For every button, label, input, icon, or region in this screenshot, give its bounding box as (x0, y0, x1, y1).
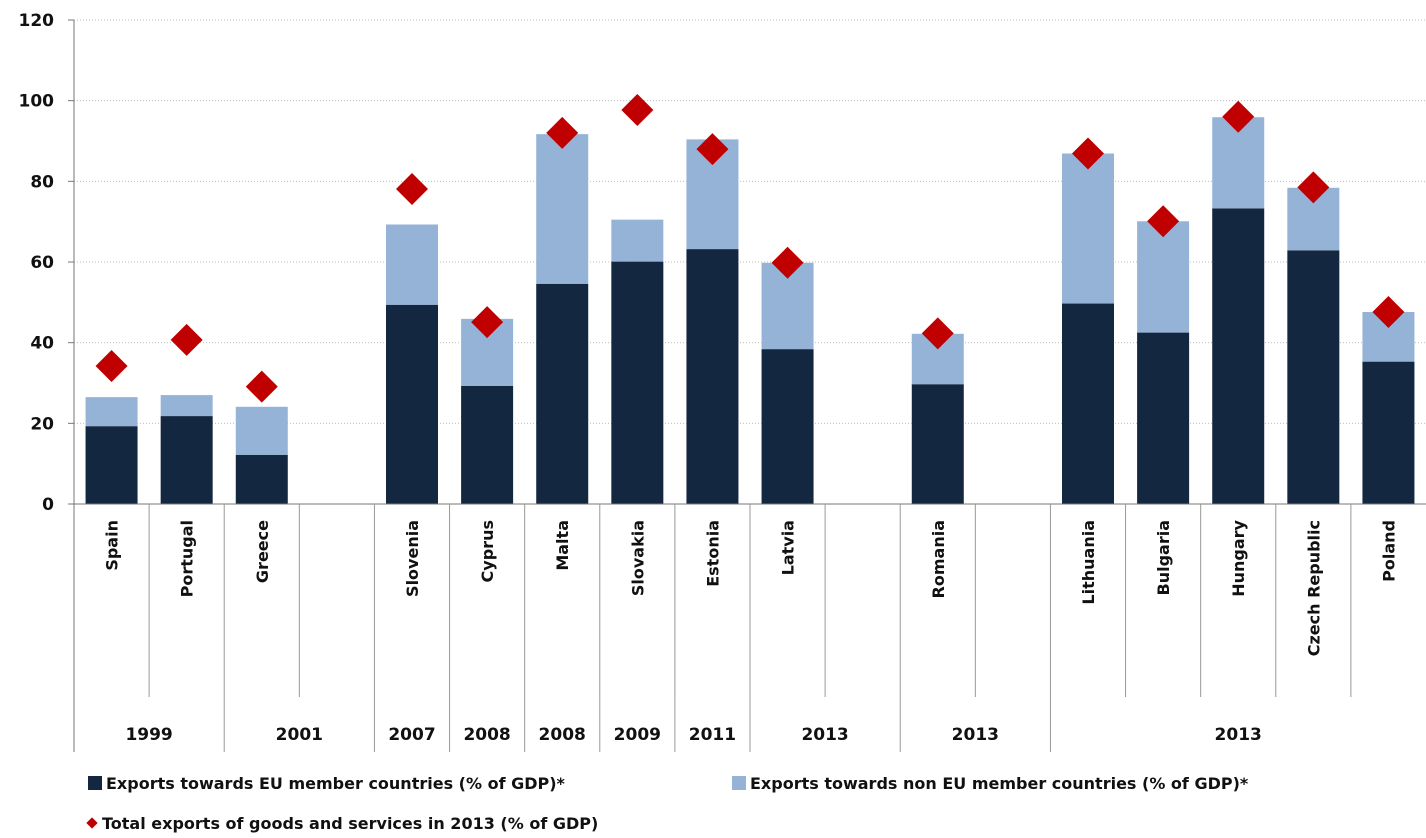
year-label: 2013 (1215, 725, 1262, 745)
legend-label-eu: Exports towards EU member countries (% o… (106, 774, 566, 793)
y-tick-label: 80 (30, 172, 54, 192)
marker-total (621, 93, 654, 126)
marker-total (245, 370, 278, 403)
bar-non-eu (536, 134, 589, 284)
bar-eu (1287, 250, 1340, 504)
y-tick-label: 60 (30, 253, 54, 273)
bar-non-eu (611, 219, 664, 262)
bar-eu (536, 283, 589, 504)
bars (85, 117, 1415, 504)
category-label: Greece (253, 520, 272, 583)
legend-label-total: Total exports of goods and services in 2… (102, 814, 598, 833)
marker-total (471, 306, 504, 339)
bar-eu (911, 384, 964, 504)
marker-total (1072, 137, 1104, 170)
bar-eu (761, 349, 814, 504)
category-label: Spain (103, 520, 122, 571)
category-label: Bulgaria (1154, 520, 1173, 596)
category-label: Romania (929, 520, 948, 598)
bar-eu (686, 249, 739, 504)
y-tick-label: 40 (30, 334, 54, 354)
bar-non-eu (1062, 153, 1114, 304)
marker-total (771, 246, 804, 279)
marker-total (696, 133, 729, 166)
category-label: Poland (1379, 520, 1398, 582)
legend-swatch-non-eu (732, 776, 746, 790)
bar-eu (1212, 208, 1265, 504)
year-labels: 1999 2001 2007 2008 2008 2009 2011 2013 2013 2013 (125, 725, 1261, 745)
marker-total (1222, 100, 1255, 133)
category-label: Lithuania (1079, 520, 1098, 605)
year-label: 2013 (801, 725, 848, 745)
y-tick-labels: 0 20 40 60 80 100 120 (19, 11, 55, 515)
category-label: Slovenia (403, 520, 422, 597)
year-label: 2009 (614, 725, 661, 745)
category-label: Malta (553, 520, 572, 571)
category-label: Portugal (178, 520, 197, 597)
gridlines (74, 19, 1426, 424)
category-label: Hungary (1229, 519, 1248, 596)
marker-total (1372, 296, 1405, 329)
bar-eu (461, 385, 514, 504)
bar-eu (1137, 332, 1190, 504)
category-label: Slovakia (628, 520, 647, 596)
year-label: 2007 (388, 725, 435, 745)
year-label: 2011 (689, 725, 736, 745)
year-label: 2013 (952, 725, 999, 745)
marker-total (546, 116, 579, 149)
legend-marker-total (86, 817, 98, 829)
bar-eu (160, 416, 213, 504)
bar-eu (386, 304, 438, 504)
y-tick-label: 20 (30, 414, 54, 434)
y-tick-label: 120 (19, 11, 55, 31)
bar-eu (85, 426, 138, 504)
legend: Exports towards EU member countries (% o… (86, 774, 1249, 833)
legend-swatch-eu (88, 776, 102, 790)
axes (68, 19, 1426, 752)
marker-total (170, 323, 203, 356)
bar-non-eu (160, 395, 213, 417)
markers (95, 93, 1405, 403)
marker-total (1147, 205, 1180, 238)
category-label: Cyprus (478, 520, 497, 582)
y-tick-label: 100 (19, 92, 55, 112)
category-label: Estonia (703, 520, 722, 587)
category-labels: Spain Portugal Greece Slovenia Cyprus Malta Sl… (103, 519, 1399, 656)
bar-eu (235, 454, 288, 504)
marker-total (1297, 171, 1330, 204)
legend-label-non-eu: Exports towards non EU member countries … (750, 774, 1249, 793)
category-label: Czech Republic (1304, 520, 1323, 656)
marker-total (396, 172, 428, 205)
bar-eu (1062, 303, 1114, 504)
bar-non-eu (1137, 221, 1190, 333)
bar-eu (611, 261, 664, 504)
year-label: 2001 (276, 725, 323, 745)
bar-non-eu (85, 397, 138, 427)
y-tick-label: 0 (42, 495, 54, 515)
marker-total (95, 350, 128, 383)
bar-eu (1362, 361, 1415, 504)
bar-non-eu (386, 224, 438, 305)
year-label: 2008 (539, 725, 586, 745)
year-label: 1999 (125, 725, 172, 745)
year-label: 2008 (463, 725, 510, 745)
category-label: Latvia (779, 520, 798, 575)
marker-total (921, 317, 954, 350)
bar-non-eu (235, 406, 288, 455)
